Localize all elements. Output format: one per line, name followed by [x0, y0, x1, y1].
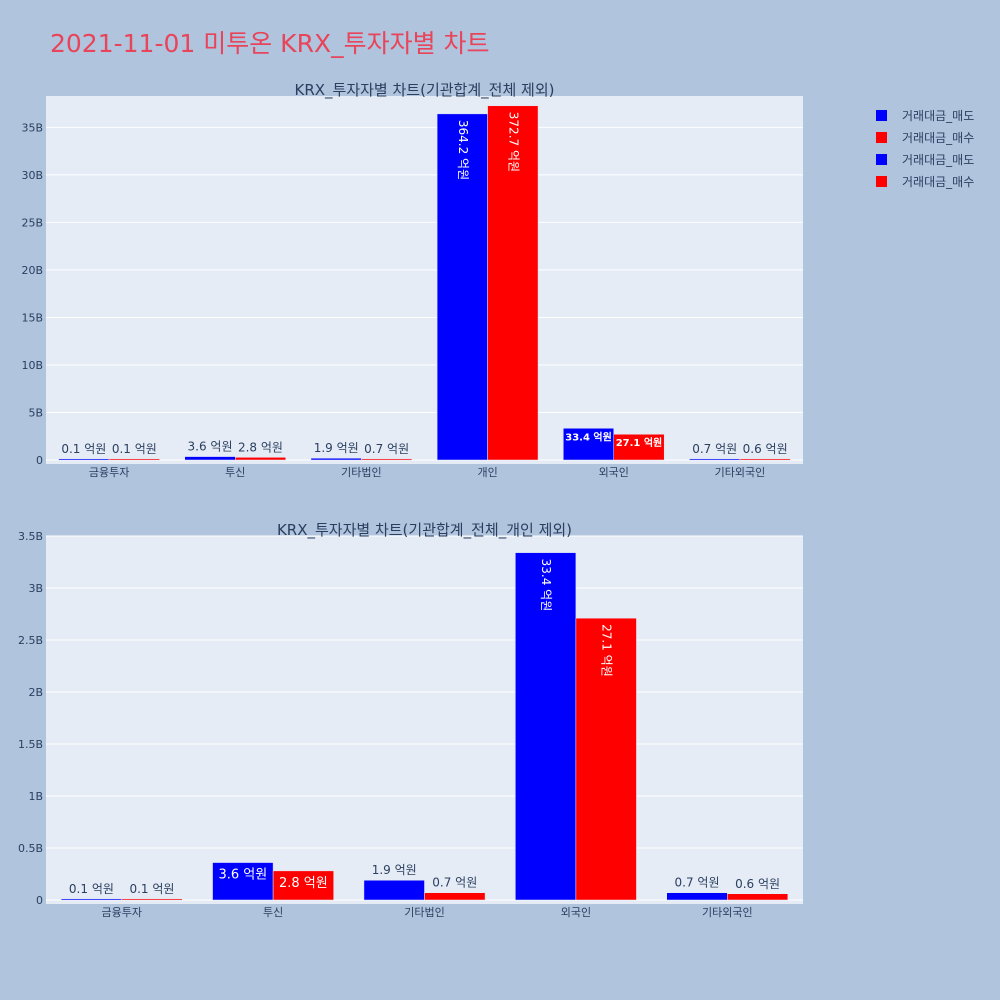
bar[interactable]	[563, 428, 614, 461]
bar[interactable]	[666, 892, 728, 901]
chart-title: KRX_투자자별 차트(기관합계_전체_개인 제외)	[277, 521, 572, 540]
bar-value-label: 0.6 억원	[735, 877, 780, 891]
bar[interactable]	[689, 458, 741, 461]
y-tick-label: 20B	[21, 264, 43, 277]
bar-value-label: 2.8 억원	[279, 876, 328, 891]
bar-value-label: 33.4 억원	[565, 430, 612, 443]
plot-area	[46, 536, 803, 904]
bar-value-label: 0.7 억원	[364, 442, 409, 456]
legend-label: 거래대금_매수	[902, 130, 975, 145]
x-tick-label: 금융투자	[89, 466, 129, 479]
bar-value-label: 0.1 억원	[129, 882, 174, 896]
bar[interactable]	[58, 458, 110, 461]
legend: 거래대금_매도 거래대금_매수 거래대금_매도 거래대금_매수	[876, 104, 974, 192]
legend-item[interactable]: 거래대금_매수	[876, 126, 974, 148]
y-tick-label: 10B	[21, 359, 43, 372]
bar[interactable]	[575, 617, 637, 901]
x-tick-label: 투신	[225, 466, 245, 479]
bar-value-label: 2.8 억원	[238, 440, 283, 454]
x-tick-label: 외국인	[561, 906, 591, 919]
y-tick-label: 15B	[21, 311, 43, 324]
y-tick-label: 25B	[21, 216, 43, 229]
bar-value-label: 27.1 억원	[600, 624, 614, 677]
bar[interactable]	[727, 893, 789, 901]
y-tick-label: 2.5B	[18, 634, 43, 647]
legend-label: 거래대금_매도	[902, 152, 975, 167]
plot-area	[46, 96, 803, 464]
x-tick-label: 기타외국인	[715, 466, 766, 479]
y-tick-label: 0	[36, 894, 43, 907]
y-tick-label: 1B	[28, 790, 43, 803]
bar[interactable]	[739, 458, 791, 461]
bar[interactable]	[436, 113, 488, 461]
legend-label: 거래대금_매수	[902, 174, 975, 189]
x-tick-label: 금융투자	[101, 906, 141, 919]
x-tick-label: 기타외국인	[702, 906, 753, 919]
bar-value-label: 1.9 억원	[314, 441, 359, 455]
bar-value-label: 0.7 억원	[432, 876, 477, 890]
bar-value-label: 3.6 억원	[188, 440, 233, 454]
y-tick-label: 0	[36, 454, 43, 467]
bar-value-label: 0.6 억원	[743, 442, 788, 456]
bar-value-label: 372.7 억원	[506, 112, 520, 172]
y-tick-label: 0.5B	[18, 842, 43, 855]
bar[interactable]	[108, 458, 160, 461]
bar-value-label: 33.4 억원	[539, 559, 553, 612]
bar-value-label: 27.1 억원	[616, 436, 663, 449]
bar-value-label: 0.1 억원	[112, 442, 157, 456]
bar[interactable]	[121, 898, 183, 901]
y-tick-label: 3.5B	[18, 530, 43, 543]
legend-label: 거래대금_매도	[902, 108, 975, 123]
bar[interactable]	[60, 898, 122, 901]
bar[interactable]	[613, 433, 665, 461]
y-tick-label: 30B	[21, 169, 43, 182]
legend-swatch	[876, 131, 887, 143]
bar-value-label: 3.6 억원	[218, 868, 267, 883]
legend-swatch	[876, 175, 887, 187]
bar-value-label: 0.7 억원	[692, 442, 737, 456]
legend-item[interactable]: 거래대금_매도	[876, 104, 974, 126]
x-tick-label: 기타법인	[404, 906, 444, 919]
y-tick-label: 2B	[28, 686, 43, 699]
y-tick-label: 1.5B	[18, 738, 43, 751]
bar[interactable]	[363, 879, 425, 901]
bar-value-label: 0.1 억원	[61, 442, 106, 456]
x-tick-label: 투신	[263, 906, 283, 919]
bar[interactable]	[310, 457, 362, 461]
legend-swatch	[876, 109, 887, 121]
x-tick-label: 개인	[477, 466, 497, 479]
bar-value-label: 0.1 억원	[69, 882, 114, 896]
bar-value-label: 1.9 억원	[372, 863, 417, 877]
y-tick-label: 3B	[28, 582, 43, 595]
x-tick-label: 외국인	[599, 466, 629, 479]
y-tick-label: 5B	[28, 406, 43, 419]
bar[interactable]	[515, 552, 577, 901]
page-title: 2021-11-01 미투온 KRX_투자자별 차트	[50, 29, 490, 58]
bar[interactable]	[212, 862, 274, 901]
bar-value-label: 364.2 억원	[456, 120, 470, 180]
chart-title: KRX_투자자별 차트(기관합계_전체 제외)	[295, 81, 555, 100]
bar[interactable]	[235, 457, 286, 461]
bar[interactable]	[424, 892, 486, 901]
bar-value-label: 0.7 억원	[675, 876, 720, 890]
bar[interactable]	[184, 456, 236, 461]
legend-item[interactable]: 거래대금_매도	[876, 148, 974, 170]
bar[interactable]	[361, 458, 413, 461]
x-tick-label: 기타법인	[341, 466, 381, 479]
bar[interactable]	[272, 870, 334, 901]
legend-swatch	[876, 153, 887, 165]
bar[interactable]	[487, 105, 539, 461]
y-tick-label: 35B	[21, 121, 43, 134]
legend-item[interactable]: 거래대금_매수	[876, 170, 974, 192]
